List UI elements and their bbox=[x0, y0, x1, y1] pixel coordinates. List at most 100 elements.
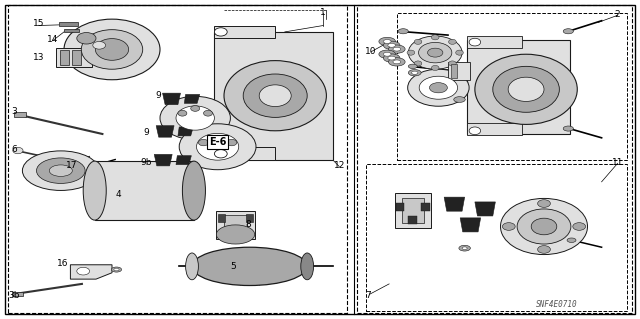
Ellipse shape bbox=[431, 35, 439, 40]
Bar bbox=[214, 147, 275, 160]
Ellipse shape bbox=[469, 38, 481, 46]
Polygon shape bbox=[154, 154, 172, 166]
Ellipse shape bbox=[393, 60, 401, 64]
Text: 6: 6 bbox=[12, 145, 17, 154]
Ellipse shape bbox=[49, 165, 72, 176]
Ellipse shape bbox=[538, 200, 550, 207]
Text: 9: 9 bbox=[156, 91, 161, 100]
Ellipse shape bbox=[111, 267, 122, 272]
Polygon shape bbox=[184, 94, 200, 103]
Ellipse shape bbox=[398, 29, 408, 34]
Bar bbox=[12, 292, 23, 296]
Ellipse shape bbox=[419, 76, 458, 99]
Text: SNF4E0710: SNF4E0710 bbox=[536, 300, 578, 309]
Text: 9b: 9b bbox=[140, 158, 152, 167]
Text: 4: 4 bbox=[116, 190, 121, 199]
Polygon shape bbox=[178, 127, 193, 136]
Bar bbox=[395, 193, 431, 228]
Ellipse shape bbox=[22, 151, 99, 190]
Text: 5: 5 bbox=[231, 262, 236, 271]
Ellipse shape bbox=[212, 135, 223, 142]
Ellipse shape bbox=[414, 39, 422, 44]
Ellipse shape bbox=[379, 37, 396, 46]
Ellipse shape bbox=[383, 52, 391, 56]
Text: 17: 17 bbox=[66, 161, 77, 170]
Ellipse shape bbox=[459, 245, 470, 251]
Ellipse shape bbox=[95, 39, 129, 60]
Bar bbox=[467, 36, 522, 48]
Polygon shape bbox=[70, 265, 112, 279]
Ellipse shape bbox=[431, 65, 439, 70]
Bar bbox=[56, 48, 92, 67]
Bar bbox=[214, 32, 333, 160]
Ellipse shape bbox=[243, 74, 307, 117]
Ellipse shape bbox=[408, 69, 469, 106]
Ellipse shape bbox=[531, 218, 557, 235]
Ellipse shape bbox=[196, 133, 239, 160]
Text: 16: 16 bbox=[57, 259, 68, 268]
Polygon shape bbox=[156, 126, 174, 137]
Ellipse shape bbox=[259, 85, 291, 107]
Bar bbox=[218, 214, 225, 222]
Ellipse shape bbox=[388, 58, 405, 66]
Ellipse shape bbox=[517, 209, 571, 244]
Ellipse shape bbox=[182, 161, 205, 220]
Text: 12: 12 bbox=[333, 161, 345, 170]
Ellipse shape bbox=[414, 61, 422, 66]
Bar bbox=[64, 29, 79, 32]
Text: 9: 9 bbox=[143, 128, 148, 137]
Ellipse shape bbox=[216, 225, 255, 244]
Ellipse shape bbox=[469, 127, 481, 135]
Ellipse shape bbox=[214, 150, 227, 158]
Bar bbox=[408, 216, 417, 224]
Ellipse shape bbox=[502, 223, 515, 230]
Ellipse shape bbox=[379, 50, 396, 58]
Ellipse shape bbox=[383, 41, 400, 49]
Ellipse shape bbox=[191, 106, 200, 111]
Ellipse shape bbox=[93, 41, 106, 49]
Bar bbox=[421, 203, 430, 211]
Bar bbox=[467, 123, 522, 135]
Bar bbox=[451, 64, 457, 78]
Ellipse shape bbox=[160, 96, 230, 140]
Ellipse shape bbox=[407, 50, 415, 55]
Bar bbox=[396, 203, 404, 211]
Ellipse shape bbox=[449, 39, 456, 44]
Ellipse shape bbox=[198, 139, 209, 146]
Ellipse shape bbox=[563, 29, 573, 34]
Polygon shape bbox=[444, 197, 465, 211]
Ellipse shape bbox=[500, 198, 588, 255]
Polygon shape bbox=[460, 218, 481, 232]
Ellipse shape bbox=[408, 36, 462, 69]
Bar bbox=[402, 198, 424, 223]
Bar bbox=[90, 48, 141, 61]
Bar bbox=[95, 161, 194, 220]
Bar bbox=[224, 215, 247, 234]
Ellipse shape bbox=[493, 66, 559, 112]
Ellipse shape bbox=[508, 77, 544, 101]
Bar bbox=[214, 26, 275, 38]
Ellipse shape bbox=[456, 50, 463, 55]
Text: 7: 7 bbox=[365, 291, 371, 300]
Ellipse shape bbox=[388, 43, 396, 47]
Ellipse shape bbox=[204, 110, 212, 116]
Ellipse shape bbox=[176, 106, 214, 130]
Ellipse shape bbox=[301, 253, 314, 280]
Ellipse shape bbox=[429, 83, 447, 93]
Ellipse shape bbox=[77, 33, 96, 44]
Ellipse shape bbox=[186, 253, 198, 280]
Ellipse shape bbox=[13, 147, 23, 154]
Text: 11: 11 bbox=[612, 158, 623, 167]
Bar bbox=[448, 62, 470, 80]
Ellipse shape bbox=[77, 267, 90, 275]
Ellipse shape bbox=[81, 30, 143, 69]
Polygon shape bbox=[163, 93, 180, 105]
Ellipse shape bbox=[462, 247, 467, 249]
Ellipse shape bbox=[179, 124, 256, 170]
Ellipse shape bbox=[83, 161, 106, 220]
Text: E-6: E-6 bbox=[209, 137, 227, 147]
Ellipse shape bbox=[428, 48, 443, 57]
Text: 3: 3 bbox=[12, 107, 17, 116]
Ellipse shape bbox=[64, 19, 160, 80]
Bar bbox=[14, 112, 26, 117]
